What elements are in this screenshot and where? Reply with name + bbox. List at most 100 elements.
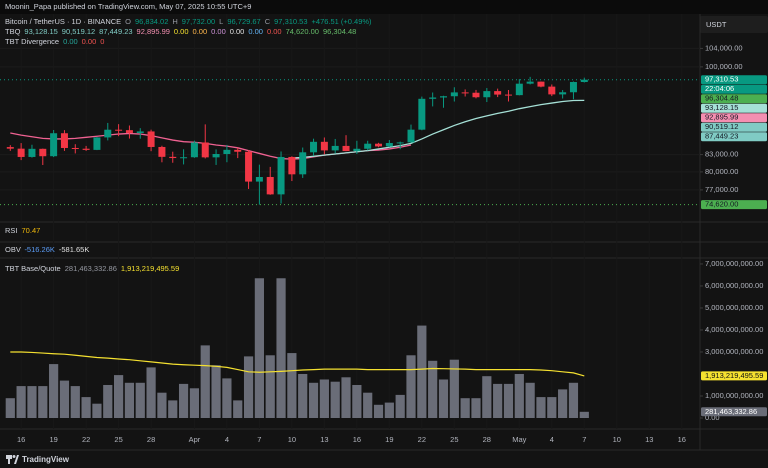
legend-row: TBQ 93,128.15 90,519.12 87,449.23 92,895.99 0… xyxy=(5,27,356,36)
bar xyxy=(265,355,275,418)
candle-body xyxy=(385,143,393,147)
x-tick-label: 10 xyxy=(613,435,621,444)
candle-body xyxy=(331,145,339,151)
y-tick-label: 6,000,000,000.00 xyxy=(705,281,763,290)
bar xyxy=(38,386,48,418)
legend-item: 0.00 xyxy=(211,27,226,36)
candle-body xyxy=(255,176,263,182)
price-label-box xyxy=(701,371,767,381)
legend-item: 1,913,219,495.59 xyxy=(121,264,179,273)
legend-item: 0.00 xyxy=(230,27,245,36)
bar xyxy=(558,389,568,418)
price-label-box xyxy=(701,407,767,417)
legend-item: 90,519.12 xyxy=(62,27,95,36)
candle-body xyxy=(429,97,437,99)
candle-body xyxy=(375,143,383,147)
price-label: 74,620.00 xyxy=(705,200,738,209)
x-tick-label: 4 xyxy=(550,435,554,444)
legend-item: L xyxy=(219,17,223,26)
bar xyxy=(92,403,102,418)
bar xyxy=(525,382,535,418)
legend-row: Bitcoin / TetherUS · 1D · BINANCE O 96,834… xyxy=(5,17,372,26)
bar xyxy=(211,365,221,418)
candle-body xyxy=(569,82,577,93)
bar xyxy=(287,353,297,418)
y-tick-label: 80,000.00 xyxy=(705,167,738,176)
legend-item: TBQ xyxy=(5,27,21,36)
price-label-box xyxy=(701,103,767,113)
candle-body xyxy=(461,92,469,94)
y-tick-label: 5,000,000,000.00 xyxy=(705,303,763,312)
price-label-box xyxy=(701,132,767,142)
line-series xyxy=(10,351,585,377)
bar xyxy=(146,367,156,418)
x-tick-label: May xyxy=(512,435,526,444)
bar xyxy=(5,398,15,418)
bar xyxy=(438,379,449,418)
price-label: 281,463,332.86 xyxy=(705,407,757,416)
bar xyxy=(395,394,405,418)
price-label: 87,449.23 xyxy=(705,132,738,141)
legend-item: 0.00 xyxy=(63,37,78,46)
bar xyxy=(114,375,124,418)
legend-item: O xyxy=(125,17,131,26)
candle-body xyxy=(93,137,101,150)
candle-body xyxy=(234,149,242,152)
bar xyxy=(417,325,427,418)
bar xyxy=(70,386,80,418)
bar xyxy=(363,392,373,418)
legend-item: 93,128.15 xyxy=(24,27,57,36)
currency-box[interactable] xyxy=(700,16,768,33)
legend-item: -581.65K xyxy=(59,245,89,254)
price-label-box xyxy=(701,75,767,85)
currency-label[interactable]: USDT xyxy=(706,20,727,29)
bar xyxy=(428,360,438,418)
y-tick-label: 83,000.00 xyxy=(705,150,738,159)
bar xyxy=(308,382,319,418)
candle-body xyxy=(104,129,112,138)
bar xyxy=(298,373,308,418)
candle-body xyxy=(277,156,285,195)
x-tick-label: 22 xyxy=(82,435,90,444)
price-label: 93,128.15 xyxy=(705,103,738,112)
x-tick-label: 7 xyxy=(582,435,586,444)
bar xyxy=(168,400,178,418)
publisher: Moonin_Papa published on TradingView.com… xyxy=(5,2,251,11)
price-label: 96,304.48 xyxy=(705,94,738,103)
x-tick-label: 19 xyxy=(49,435,57,444)
bar xyxy=(536,397,546,418)
x-tick-label: 16 xyxy=(17,435,25,444)
x-tick-label: 19 xyxy=(385,435,393,444)
x-tick-label: 28 xyxy=(483,435,491,444)
candle-body xyxy=(147,131,155,147)
bar xyxy=(460,398,470,418)
legend-item: TBT Divergence xyxy=(5,37,59,46)
bar xyxy=(352,384,362,418)
candle-body xyxy=(418,98,426,130)
legend-row: OBV -516.26K -581.65K xyxy=(5,245,89,254)
line-series xyxy=(291,99,585,159)
candle-body xyxy=(50,133,58,157)
legend-item: 281,463,332.86 xyxy=(65,264,117,273)
legend-item: 0.00 xyxy=(193,27,208,36)
y-tick-label: 77,000.00 xyxy=(705,185,738,194)
y-tick-label: 4,000,000,000.00 xyxy=(705,325,763,334)
legend-item: OBV xyxy=(5,245,21,254)
candle-body xyxy=(320,141,328,151)
bar xyxy=(233,400,243,418)
bar xyxy=(27,386,37,418)
candle-body xyxy=(17,148,25,157)
candle-body xyxy=(515,83,523,96)
candle-body xyxy=(28,148,36,157)
price-label-box xyxy=(701,200,767,210)
legend-item: 0 xyxy=(100,37,104,46)
bar xyxy=(579,411,589,418)
candle-body xyxy=(407,129,415,143)
candle-body xyxy=(180,157,188,159)
candle-body xyxy=(158,146,166,157)
price-label-box xyxy=(701,113,767,123)
legend-item: C xyxy=(265,17,271,26)
candle-body xyxy=(288,156,296,175)
legend-item: 97,310.53 xyxy=(274,17,307,26)
